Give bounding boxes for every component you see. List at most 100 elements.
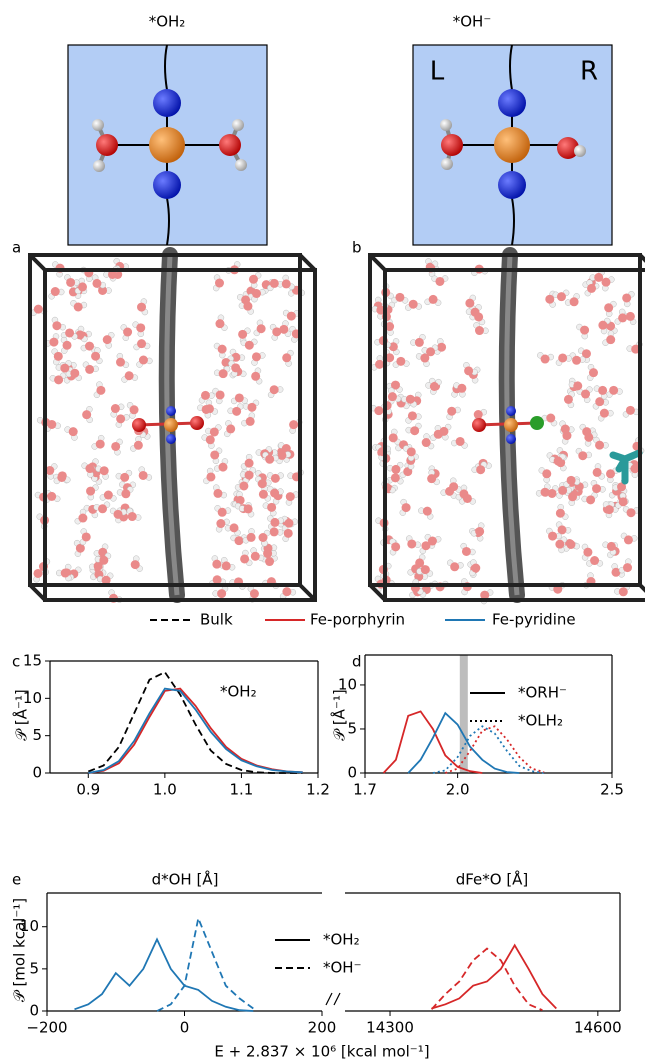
water-o	[121, 489, 131, 499]
water-o	[137, 302, 147, 312]
x-tick-label: 1.7	[353, 781, 377, 799]
water-o	[623, 535, 633, 545]
water-o	[53, 351, 63, 361]
water-o	[473, 410, 483, 420]
water-o	[547, 488, 557, 498]
water-o	[212, 559, 222, 569]
water-o	[98, 504, 108, 514]
water-o	[435, 276, 445, 286]
annotation: *OH₂	[220, 683, 257, 701]
water-o	[200, 390, 210, 400]
water-o	[282, 587, 292, 597]
x-axis-label: E + 2.837 × 10⁶ [kcal mol⁻¹]	[214, 1043, 429, 1061]
water-o	[217, 344, 227, 354]
water-o	[221, 357, 231, 367]
water-o	[401, 503, 411, 513]
molecule-sketch	[67, 44, 268, 246]
water-o	[65, 328, 75, 338]
water-o	[205, 435, 215, 445]
water-o	[251, 371, 261, 381]
water-o	[391, 542, 401, 552]
water-o	[244, 458, 254, 468]
water-o	[558, 485, 568, 495]
water-o	[251, 289, 261, 299]
legend-label: *ORH⁻	[518, 684, 567, 702]
data-line	[87, 671, 303, 774]
water-o	[471, 563, 481, 573]
x-tick-label: 2.5	[600, 781, 624, 799]
y-axis-label: 𝒫 [mol kcal⁻¹]	[11, 898, 29, 1002]
side-label: L	[430, 57, 445, 87]
x-tick-label: 2.0	[446, 781, 470, 799]
water-o	[272, 327, 282, 337]
water-o	[395, 292, 405, 302]
y-tick-label: 0	[32, 764, 42, 782]
water-o	[387, 392, 397, 402]
water-o	[258, 489, 268, 499]
data-line	[432, 725, 545, 774]
water-o	[243, 504, 253, 514]
water-o	[113, 509, 123, 519]
water-o	[590, 556, 600, 566]
water-o	[427, 474, 437, 484]
water-o	[601, 277, 611, 287]
water-o	[249, 589, 259, 599]
water-o	[598, 320, 608, 330]
ion	[609, 449, 643, 485]
water-o	[214, 278, 224, 288]
x-tick-label: 200	[308, 1019, 337, 1037]
water-o	[277, 450, 287, 460]
panel-label: a	[12, 239, 21, 257]
water-o	[578, 451, 588, 461]
water-o	[540, 354, 550, 364]
water-o	[240, 554, 250, 564]
legend-label: Fe-porphyrin	[310, 611, 405, 629]
water-o	[279, 324, 289, 334]
water-o	[75, 543, 85, 553]
water-o	[116, 357, 126, 367]
data-line	[156, 915, 254, 1012]
water-o	[410, 426, 420, 436]
box-edge	[28, 253, 317, 602]
water-o	[421, 438, 431, 448]
legend-label: Fe-pyridine	[492, 611, 576, 629]
water-o	[91, 351, 101, 361]
data-line	[407, 711, 520, 774]
water-o	[606, 335, 616, 345]
water-o	[461, 546, 471, 556]
water-o	[588, 368, 598, 378]
water-o	[408, 299, 418, 309]
water-o	[99, 555, 109, 565]
water-o	[248, 274, 258, 284]
water-o	[390, 380, 400, 390]
water-o	[212, 575, 222, 585]
water-o	[281, 444, 291, 454]
water-o	[45, 465, 55, 475]
water-o	[283, 528, 293, 538]
panel-title: *OH⁻	[453, 13, 492, 31]
water-o	[33, 568, 43, 578]
water-o	[127, 512, 137, 522]
water-o	[68, 427, 78, 437]
water-o	[232, 406, 242, 416]
water-o	[116, 414, 126, 424]
water-o	[85, 464, 95, 474]
box-edge	[368, 253, 645, 602]
water-o	[81, 532, 91, 542]
panel-title: *OH₂	[149, 13, 186, 31]
x-axis-label: dFe*O [Å]	[456, 870, 529, 889]
water-o	[598, 385, 608, 395]
water-o	[407, 411, 417, 421]
atom	[190, 416, 204, 430]
water-o	[215, 390, 225, 400]
water-o	[244, 470, 254, 480]
water-o	[569, 297, 579, 307]
water-o	[221, 561, 231, 571]
water-o	[459, 489, 469, 499]
water-o	[284, 518, 294, 528]
water-o	[422, 506, 432, 516]
water-o	[136, 323, 146, 333]
water-o	[210, 450, 220, 460]
box-edge	[43, 268, 317, 602]
